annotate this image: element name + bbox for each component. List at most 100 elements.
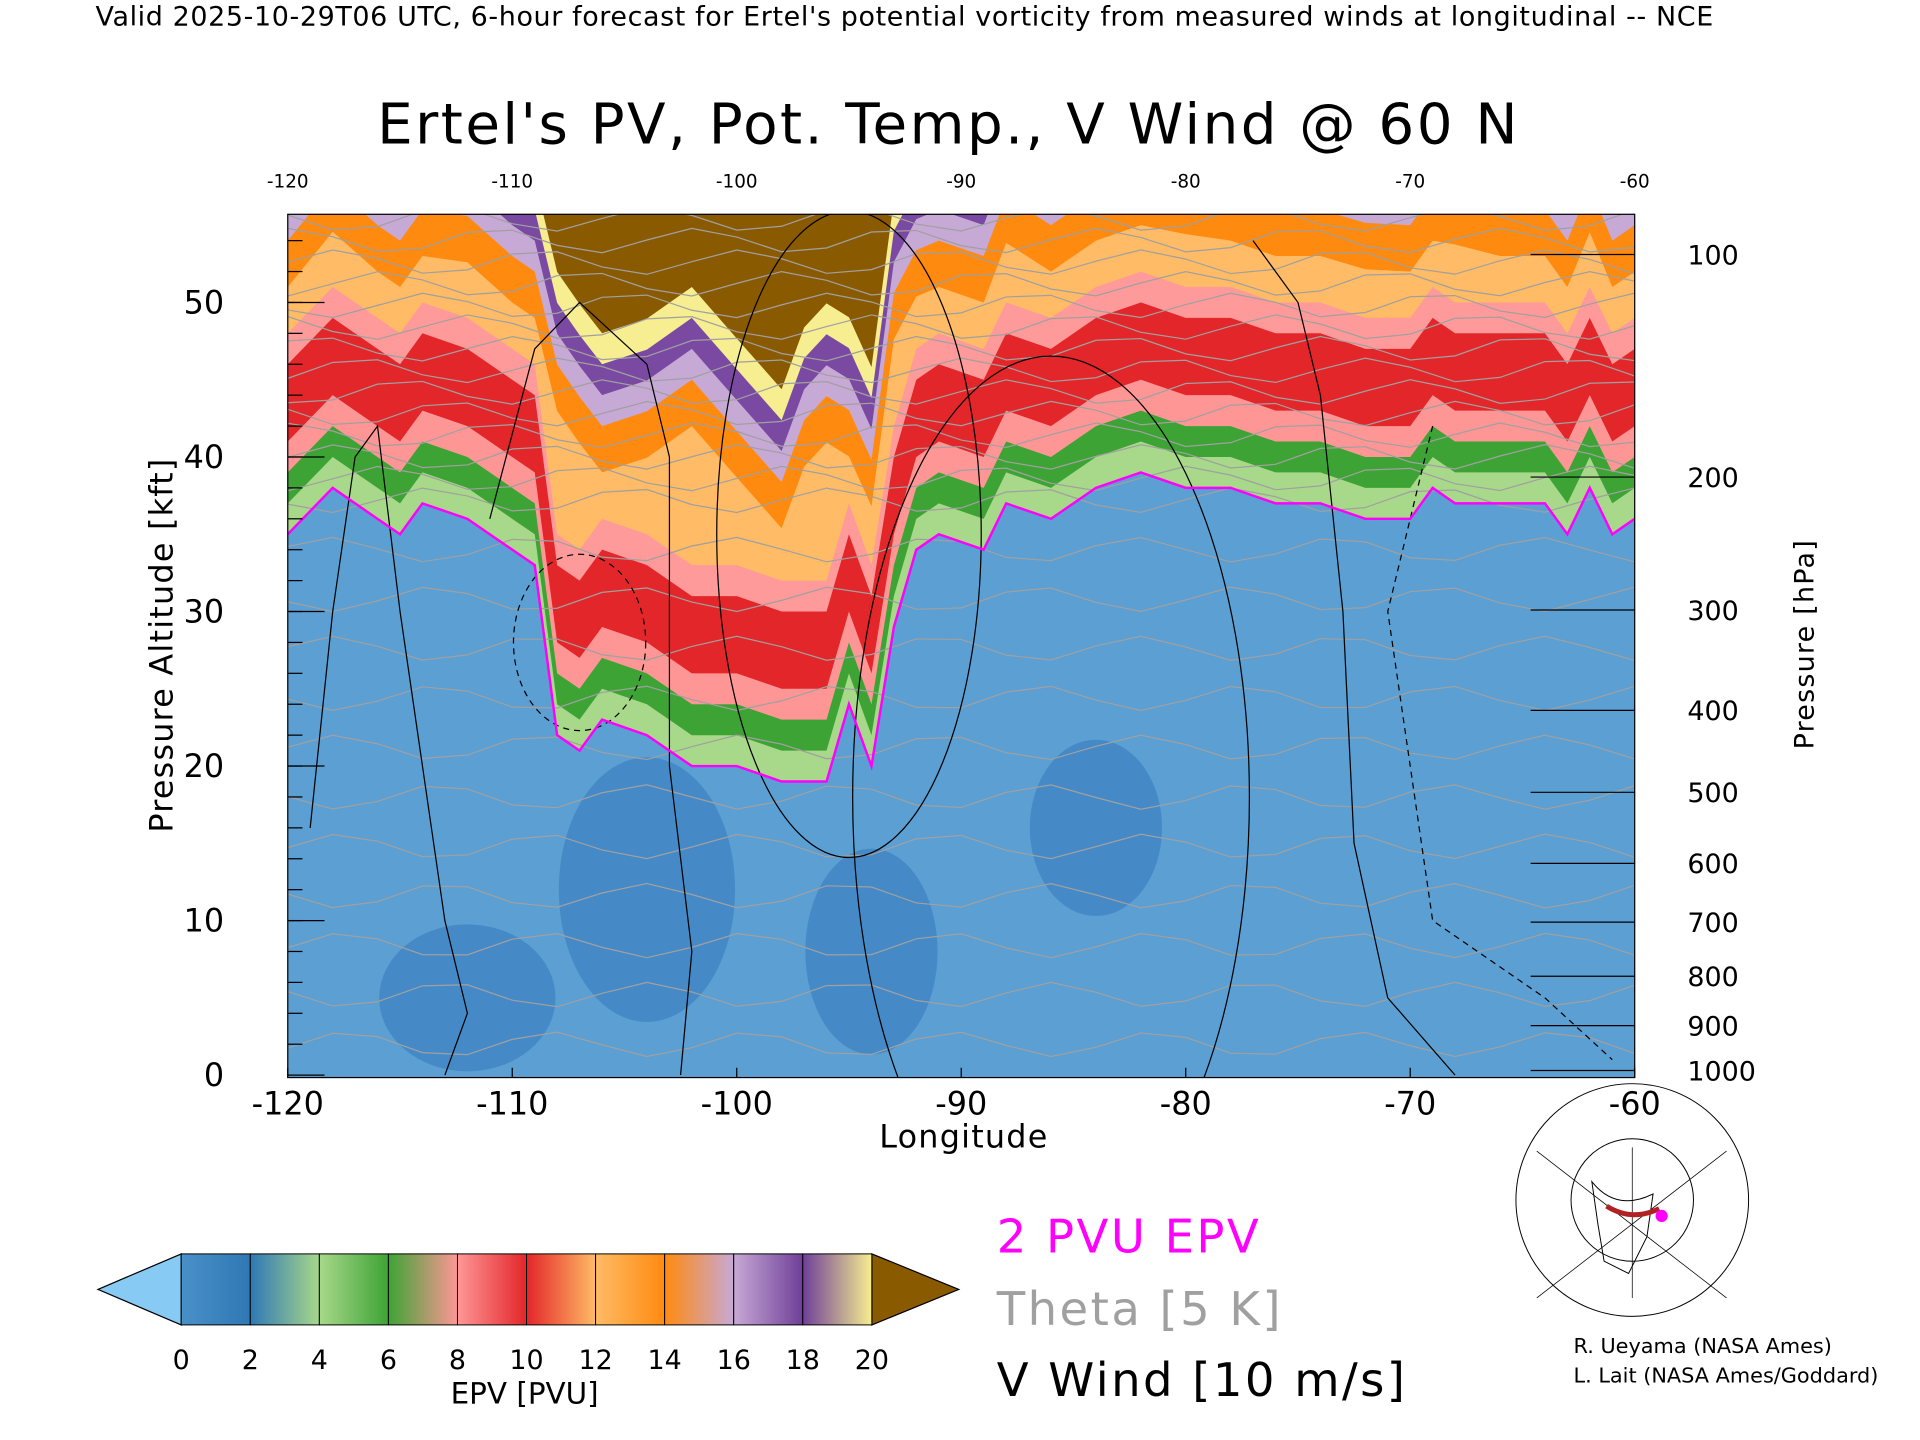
theta-isoline: [287, 734, 1635, 761]
theta-isoline: [287, 214, 1625, 232]
x-top-tick-label: -80: [1171, 171, 1201, 192]
wind-zero-contour: [1252, 240, 1456, 1076]
theta-isoline: [287, 292, 1635, 319]
colorbar-tick-label: 18: [786, 1345, 820, 1376]
theta-isoline: [287, 586, 1635, 613]
theta-isoline: [287, 249, 1635, 275]
y-tick-label: 20: [184, 747, 225, 785]
y2-tick-label: 100: [1687, 240, 1738, 271]
map-section-path: [1605, 1204, 1661, 1218]
theta-isoline: [287, 882, 1635, 909]
colorbar-tick-label: 4: [311, 1345, 328, 1376]
wind-contour: [716, 214, 982, 859]
credit-lait: L. Lait (NASA Ames/Goddard): [1573, 1364, 1879, 1389]
y-tick-label: 50: [184, 283, 225, 321]
y2-tick-label: 900: [1687, 1011, 1738, 1042]
wind-contour: [852, 355, 1250, 1078]
theta-isoline: [287, 465, 1635, 492]
credit-ueyama: R. Ueyama (NASA Ames): [1573, 1334, 1832, 1360]
colorbar-segment: [318, 1253, 389, 1326]
y-axis-label: Pressure Altitude [kft]: [144, 457, 182, 833]
colorbar-tick-label: 6: [380, 1345, 397, 1376]
y-tick-label: 40: [184, 438, 225, 476]
high-blue-patch: [1029, 739, 1163, 917]
y2-tick-label: 200: [1687, 463, 1738, 494]
x-tick-label: -120: [252, 1084, 324, 1122]
theta-isoline: [287, 443, 1635, 470]
wind-negative-contour: [1387, 425, 1613, 1061]
theta-isoline: [287, 314, 1635, 340]
x-top-tick-label: -110: [491, 171, 533, 192]
y2-tick-label: 400: [1687, 696, 1738, 727]
high-blue-patch: [379, 924, 556, 1072]
theta-isoline: [287, 1031, 1635, 1058]
colorbar-tick-label: 0: [173, 1345, 190, 1376]
colorbar-tick-label: 2: [242, 1345, 259, 1376]
colorbar-segment: [733, 1253, 804, 1326]
epv-field: [287, 214, 1635, 1078]
colorbar-segment: [526, 1253, 597, 1326]
theta-isoline: [287, 422, 1635, 449]
y2-tick-label: 300: [1687, 596, 1738, 627]
colorbar-segment: [387, 1253, 458, 1326]
legend-2pvu: 2 PVU EPV: [996, 1209, 1262, 1264]
inset-map: [1515, 1083, 1750, 1317]
colorbar-tick-label: 16: [717, 1345, 751, 1376]
y2-tick-label: 700: [1687, 908, 1738, 939]
x-top-tick-label: -120: [267, 171, 309, 192]
wind-zero-contour: [489, 301, 693, 1076]
theta-isoline: [287, 487, 1635, 514]
chart-title: Ertel's PV, Pot. Temp., V Wind @ 60 N: [377, 90, 1520, 157]
valid-time-header: Valid 2025-10-29T06 UTC, 6-hour forecast…: [95, 2, 1714, 34]
colorbar-tick-label: 20: [855, 1345, 889, 1376]
y-tick-label: 10: [184, 902, 225, 940]
map-marker: [1655, 1209, 1668, 1223]
wind-contours: [309, 214, 1613, 1078]
x-tick-label: -70: [1384, 1084, 1436, 1122]
y-tick-label: 30: [184, 593, 225, 631]
y2-axis-label: Pressure [hPa]: [1790, 539, 1821, 750]
colorbar: 0 2 4 6 8 10 12 14 16 18 20: [96, 1252, 961, 1376]
x-top-tick-label: -60: [1620, 171, 1650, 192]
y2-tick-label: 800: [1687, 962, 1738, 993]
y2-tick-label: 1000: [1687, 1056, 1756, 1087]
2pvu-contour: [287, 471, 1635, 783]
wind-contour: [512, 553, 647, 732]
theta-isoline: [287, 784, 1635, 810]
colorbar-segment: [595, 1253, 666, 1326]
x-tick-label: -60: [1609, 1084, 1661, 1122]
axes: -120 -120 -110 -110 -100 -100 -90 -90 -80 -80 -70 -…: [184, 171, 1756, 1122]
x-top-tick-label: -70: [1395, 171, 1425, 192]
colorbar-over-arrow: [871, 1252, 961, 1326]
map-meridian: [1536, 1150, 1727, 1299]
x-top-tick-label: -90: [946, 171, 976, 192]
x-tick-label: -80: [1160, 1084, 1212, 1122]
colorbar-segment: [180, 1253, 251, 1326]
colorbar-tick-label: 12: [578, 1345, 612, 1376]
theta-isoline: [287, 379, 1635, 405]
map-coastline: [1591, 1179, 1654, 1275]
theta-isoline: [287, 635, 1635, 662]
theta-isoline: [287, 335, 1635, 362]
theta-isoline: [287, 270, 1635, 297]
colorbar-segment: [802, 1253, 873, 1326]
x-tick-label: -100: [701, 1084, 773, 1122]
theta-isoline: [287, 981, 1635, 1008]
legend-wind: V Wind [10 m/s]: [996, 1353, 1408, 1407]
wind-zero-contour: [309, 424, 469, 1076]
high-blue-patch: [805, 848, 938, 1055]
y-tick-label: 0: [204, 1056, 224, 1094]
y2-tick-label: 600: [1687, 849, 1738, 880]
colorbar-segment: [456, 1253, 528, 1326]
x-top-tick-label: -100: [716, 171, 758, 192]
colorbar-segment: [664, 1253, 735, 1326]
theta-isoline: [287, 833, 1635, 860]
theta-isoline: [287, 227, 1635, 254]
epv-band: [287, 214, 1635, 390]
colorbar-tick-label: 14: [648, 1345, 682, 1376]
colorbar-tick-label: 8: [449, 1345, 466, 1376]
colorbar-tick-label: 10: [509, 1345, 543, 1376]
theta-isoline: [287, 357, 1635, 384]
